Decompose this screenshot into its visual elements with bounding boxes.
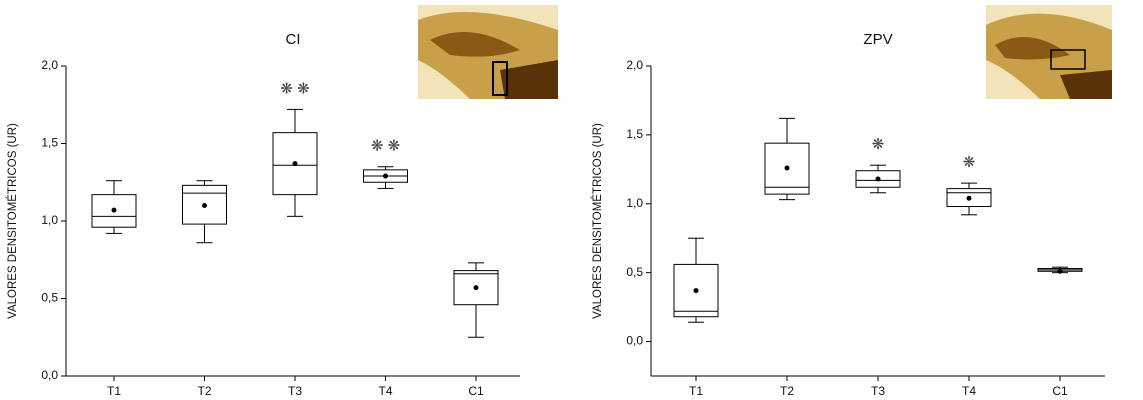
mean-dot — [1058, 269, 1063, 274]
x-tick-label: T4 — [378, 384, 392, 398]
y-axis-label: VALORES DENSITOMÉTRICOS (UR) — [6, 123, 19, 319]
significance-marker: ❋ ❋ — [280, 80, 309, 97]
mean-dot — [694, 288, 699, 293]
y-tick-label: 0,0 — [41, 368, 58, 382]
mean-dot — [112, 208, 117, 213]
x-tick-label: T3 — [871, 384, 885, 398]
x-tick-label: C1 — [1052, 384, 1068, 398]
mean-dot — [876, 176, 881, 181]
y-tick-label: 0,5 — [626, 265, 643, 279]
mean-dot — [474, 285, 479, 290]
x-tick-label: T1 — [689, 384, 703, 398]
y-axis-label: VALORES DENSITOMÉTRICOS (UR) — [591, 123, 604, 319]
figure: CI VALORES DENSITOMÉTRICOS (UR) 0,0 0,5 1,0 1… — [0, 0, 1143, 400]
x-tick-label: T1 — [107, 384, 121, 398]
significance-marker: ❋ ❋ — [371, 138, 400, 155]
y-tick-label: 1,0 — [626, 196, 643, 210]
chart-title: ZPV — [863, 31, 892, 48]
significance-marker: ❋ — [872, 136, 885, 153]
histology-inset — [418, 5, 558, 99]
histology-inset — [986, 5, 1112, 99]
y-tick-label: 1,5 — [626, 127, 643, 141]
y-tick-label: 2,0 — [626, 58, 643, 72]
mean-dot — [202, 203, 207, 208]
y-tick-label: 0,5 — [41, 291, 58, 305]
x-tick-label: T2 — [197, 384, 211, 398]
mean-dot — [383, 174, 388, 179]
y-tick-label: 2,0 — [41, 58, 58, 72]
mean-dot — [967, 196, 972, 201]
x-tick-label: T3 — [288, 384, 302, 398]
x-tick-label: T2 — [780, 384, 794, 398]
chart-title: CI — [286, 31, 301, 48]
mean-dot — [785, 165, 790, 170]
x-tick-label: T4 — [962, 384, 976, 398]
y-tick-label: 1,5 — [41, 136, 58, 150]
significance-marker: ❋ — [963, 154, 976, 171]
y-tick-label: 0,0 — [626, 334, 643, 348]
x-tick-label: C1 — [468, 384, 484, 398]
mean-dot — [293, 161, 298, 166]
y-tick-label: 1,0 — [41, 213, 58, 227]
